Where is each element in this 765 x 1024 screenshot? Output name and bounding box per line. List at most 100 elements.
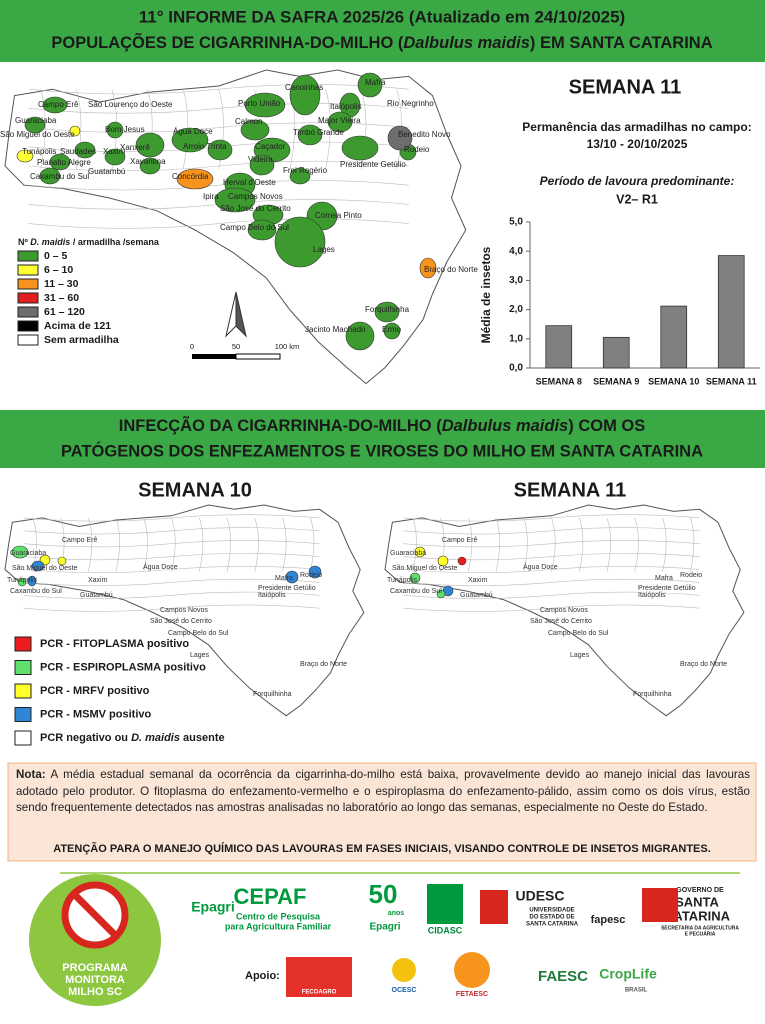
municipal-line [403, 553, 700, 561]
logo-text: CATARINA [664, 908, 731, 923]
municipality-fill [383, 322, 401, 340]
logo-text: FETAESC [456, 991, 488, 998]
state-outline [384, 504, 745, 717]
city-label: Forquilhinha [365, 305, 410, 314]
municipal-line [182, 89, 189, 170]
logo-text: UDESC [515, 888, 564, 904]
city-label: Canoinhas [285, 83, 323, 92]
municipal-line [689, 517, 695, 572]
municipality-fill [327, 111, 353, 133]
city-label: Calmon [235, 117, 263, 126]
municipal-line [87, 517, 93, 572]
legend-label: PCR - FITOPLASMA positivo [40, 638, 189, 650]
municipality-fill [11, 545, 29, 559]
municipal-line [143, 517, 148, 572]
city-label: Caxambu do Sul [390, 588, 442, 595]
city-label: Forquilhinha [253, 691, 292, 698]
city-label: Xanxerê [120, 143, 150, 152]
bar [660, 305, 688, 369]
city-label: Herval d'Oeste [223, 178, 276, 187]
note-paragraph: Nota: A média estadual semanal da ocorrê… [16, 767, 750, 817]
city-label: Campo Erê [38, 100, 79, 109]
city-label: Lages [570, 652, 590, 659]
municipal-line [282, 517, 287, 572]
legend-swatch [14, 636, 32, 652]
section-title: INFECÇÃO DA CIGARRINHA-DO-MILHO (Dalbulu… [119, 415, 645, 435]
municipal-line [662, 517, 667, 572]
legend-swatch [14, 683, 32, 699]
legend-label: PCR negativo ou D. maidis ausente [40, 732, 225, 744]
municipality-fill [409, 572, 421, 584]
city-label: Xaxim [88, 577, 108, 584]
y-tick-label: 4,0 [509, 246, 523, 257]
municipal-line [403, 591, 700, 599]
legend-swatch [17, 292, 39, 304]
city-label: Ipira [203, 192, 219, 201]
municipality-fill [27, 575, 37, 587]
title: 11° INFORME DA SAFRA 2025/26 (Atualizado… [139, 7, 625, 26]
city-label: Guaraciaba [10, 550, 46, 557]
municipal-line [28, 160, 409, 172]
city-label: Campo Erê [62, 537, 98, 544]
section-title-part: Dalbulus maidis [442, 417, 569, 435]
legend-label-part: ausente [180, 732, 225, 744]
city-label: Tunápolis [7, 577, 38, 584]
legend-label: 11 – 30 [44, 278, 79, 290]
municipal-line [23, 591, 320, 599]
city-label: Xaxim [103, 147, 126, 156]
city-label: Mafra [275, 575, 293, 582]
city-label: Campos Novos [160, 607, 208, 614]
municipality-fill [176, 168, 214, 190]
municipal-line [115, 517, 120, 572]
municipal-line [396, 89, 402, 170]
municipal-line [309, 517, 315, 572]
y-tick-label: 3,0 [509, 275, 523, 286]
logo-text: UNIVERSIDADE [529, 908, 574, 914]
city-label: Rodeio [404, 145, 430, 154]
legend-label: 6 – 10 [44, 264, 73, 276]
stage: V2– R1 [616, 192, 658, 206]
city-label: São Lourenço do Oeste [88, 100, 173, 109]
municipality-fill [171, 127, 209, 153]
municipality-fill [31, 560, 45, 572]
program-logo-sign [71, 891, 119, 939]
trap-label: Permanência das armadilhas no campo: [522, 120, 751, 134]
municipal-line [495, 517, 500, 572]
municipal-line [412, 517, 417, 572]
city-label: Porto União [238, 99, 281, 108]
legend-swatch [14, 730, 32, 746]
logo-text: DO ESTADO DE [529, 915, 574, 921]
city-label: Videira [248, 155, 273, 164]
municipal-line [60, 517, 65, 572]
title: POPULAÇÕES DE CIGARRINHA-DO-MILHO (Dalbu… [51, 32, 712, 52]
x-tick-label: SEMANA 8 [536, 376, 582, 386]
municipal-line [403, 604, 700, 612]
logo-mark [392, 958, 416, 982]
week-heading: SEMANA 10 [138, 479, 252, 501]
legend-label-part: PCR - MRFV positivo [40, 685, 150, 697]
municipality-fill [457, 556, 467, 566]
city-label: Guatambú [460, 592, 493, 599]
city-label: Água Doce [143, 562, 178, 571]
city-label: São Miguel do Oeste [12, 565, 77, 572]
municipal-line [403, 578, 700, 586]
municipal-line [23, 604, 320, 612]
municipal-line [23, 527, 320, 535]
logo-text: SECRETARIA DA AGRICULTURA [661, 925, 739, 931]
municipality-fill [16, 149, 34, 163]
municipality-fill [436, 589, 446, 599]
municipality-fill [17, 577, 27, 587]
state-outline [4, 504, 365, 717]
municipality-fill [419, 257, 437, 279]
legend-label-part: PCR - FITOPLASMA positivo [40, 638, 189, 650]
legend-label: 61 – 120 [44, 306, 85, 318]
legend-label: Acima de 121 [44, 320, 111, 332]
section-title-part: ) COM OS [568, 417, 645, 435]
city-label: Itaiópolis [258, 592, 286, 599]
city-label: Campo Belo do Sul [548, 630, 609, 637]
municipal-line [254, 517, 259, 572]
north-arrow [225, 291, 237, 338]
city-label: Jacinto Machado [305, 325, 366, 334]
municipal-line [23, 578, 320, 586]
municipality-fill [289, 74, 321, 116]
